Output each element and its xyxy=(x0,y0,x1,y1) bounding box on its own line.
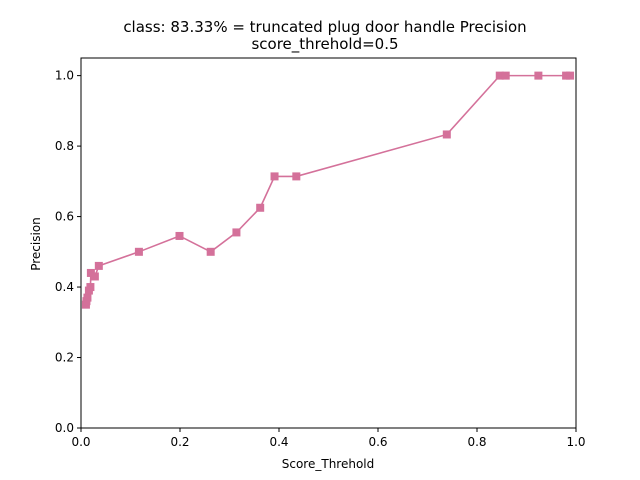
series-line xyxy=(85,74,571,305)
data-point xyxy=(270,172,279,181)
data-point xyxy=(175,231,184,240)
x-tick-label: 0.2 xyxy=(170,435,189,449)
chart-title-line2: score_threhold=0.5 xyxy=(251,35,398,54)
data-point xyxy=(495,71,504,80)
data-point xyxy=(232,228,241,237)
y-axis-label: Precision xyxy=(29,217,43,271)
data-point xyxy=(256,203,265,212)
y-tick-label: 1.0 xyxy=(55,69,74,83)
data-point xyxy=(86,283,95,292)
data-point xyxy=(90,272,99,281)
data-point xyxy=(442,130,451,139)
data-point xyxy=(501,71,510,80)
data-point xyxy=(206,247,215,256)
y-tick-label: 0.6 xyxy=(55,210,74,224)
data-point xyxy=(83,293,92,302)
data-point xyxy=(134,247,143,256)
series-layer xyxy=(81,71,575,309)
x-tick-label: 1.0 xyxy=(566,435,585,449)
data-point xyxy=(566,71,575,80)
data-point xyxy=(534,71,543,80)
y-tick-label: 0.0 xyxy=(55,421,74,435)
y-tick-label: 0.8 xyxy=(55,139,74,153)
x-tick-label: 0.8 xyxy=(467,435,486,449)
x-tick-label: 0.6 xyxy=(368,435,387,449)
ticks-layer: 0.0 0.2 0.4 0.6 0.8 1.0 0.0 0.2 0.4 0.6 0.8 1.0 xyxy=(55,69,586,449)
chart-title-line1: class: 83.33% = truncated plug door hand… xyxy=(123,18,526,36)
x-axis-label: Score_Threhold xyxy=(282,457,375,471)
plot-frame xyxy=(80,57,577,429)
data-point xyxy=(94,261,103,270)
y-tick-label: 0.2 xyxy=(55,351,74,365)
x-tick-label: 0.4 xyxy=(269,435,288,449)
y-tick-label: 0.4 xyxy=(55,280,74,294)
data-point xyxy=(292,172,301,181)
x-tick-label: 0.0 xyxy=(71,435,90,449)
